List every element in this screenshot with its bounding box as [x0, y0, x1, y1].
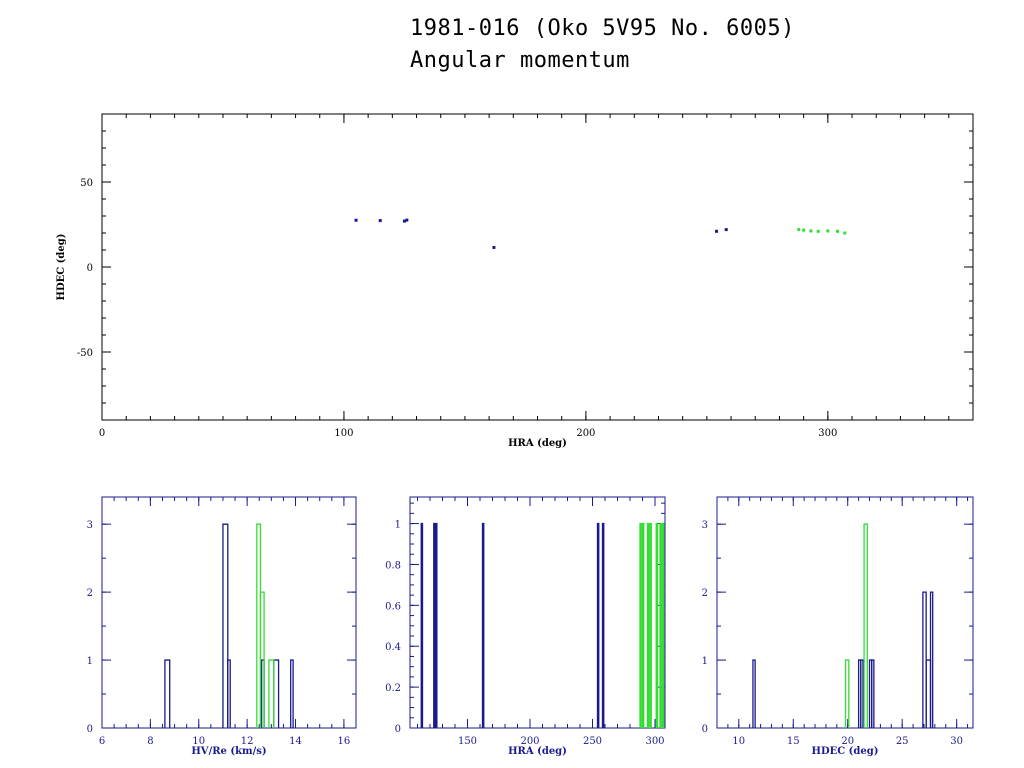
x-tick-label: 300 [645, 736, 664, 747]
histogram-bar [227, 659, 231, 728]
histogram-bar [164, 659, 171, 728]
histogram-hdec: 10 15 20 25 30 0 1 2 3 HDEC (deg) [702, 496, 974, 757]
y-tick-label: 0.8 [385, 560, 401, 571]
scatter-point [809, 229, 813, 233]
chart-title: 1981-016 (Oko 5V95 No. 6005) [410, 16, 795, 41]
x-tick-label: 30 [950, 736, 963, 747]
y-tick-label: 1 [87, 656, 93, 667]
histogram-bar [434, 522, 438, 728]
y-tick-label: 3 [87, 520, 93, 531]
x-tick-label: 250 [583, 736, 602, 747]
scatter-plot-hra-hdec: 0 100 200 300 -50 0 50 HRA (deg) HDEC (deg) [56, 113, 974, 449]
histogram-bar [860, 659, 864, 728]
x-tick-label: 12 [241, 736, 254, 747]
x-tick-label: 15 [787, 736, 800, 747]
scatter-point [405, 218, 409, 222]
histogram-bar [641, 522, 645, 728]
scatter-point [715, 229, 719, 233]
histogram-bar [290, 659, 294, 728]
x-tick-label: 200 [576, 428, 595, 439]
histogram-hra: 150 200 250 300 0 0.2 0.4 0.6 0.8 1 HRA (deg) [385, 496, 666, 757]
x-tick-label: 100 [334, 428, 353, 439]
x-tick-label: 25 [896, 736, 909, 747]
x-tick-label: 200 [520, 736, 539, 747]
x-tick-label: 300 [818, 428, 837, 439]
y-tick-label: 3 [702, 520, 708, 531]
y-axis-label: HDEC (deg) [56, 234, 67, 301]
y-tick-label: 0.4 [385, 642, 401, 653]
scatter-point [724, 228, 728, 232]
histogram-bar [655, 522, 659, 728]
scatter-point [843, 231, 847, 235]
scatter-point [826, 229, 830, 233]
histogram-bar [649, 522, 652, 728]
histogram-bar [646, 522, 650, 728]
scatter-point [354, 218, 358, 222]
scatter-point [402, 219, 406, 223]
histogram-bar [863, 523, 868, 728]
histogram-bar [273, 659, 280, 728]
scatter-point [836, 229, 840, 233]
histogram-bar [601, 522, 605, 728]
scatter-point [492, 245, 496, 249]
x-tick-label: 14 [289, 736, 302, 747]
x-tick-label: 6 [99, 736, 105, 747]
histogram-bar [433, 522, 436, 728]
y-tick-label: 0 [87, 263, 93, 274]
x-tick-label: 20 [841, 736, 854, 747]
scatter-point [378, 219, 382, 223]
y-tick-label: -50 [77, 348, 93, 359]
histogram-bar [929, 591, 934, 728]
histogram-bar [752, 659, 756, 728]
x-tick-label: 150 [458, 736, 477, 747]
y-tick-label: 1 [395, 520, 401, 531]
histogram-bar [222, 523, 229, 728]
x-axis-label: HDEC (deg) [812, 746, 879, 757]
histogram-bar [659, 522, 662, 728]
scatter-point [816, 229, 820, 233]
x-tick-label: 10 [192, 736, 205, 747]
histogram-bar [871, 659, 875, 728]
histogram-bar [925, 659, 932, 728]
x-axis-label: HV/Re (km/s) [191, 746, 266, 757]
histogram-bar [844, 659, 850, 728]
histogram-bar [596, 522, 600, 728]
y-tick-label: 2 [702, 588, 708, 599]
x-tick-label: 16 [338, 736, 351, 747]
y-tick-label: 1 [702, 656, 708, 667]
scatter-point [797, 228, 801, 232]
x-axis-label: HRA (deg) [508, 438, 567, 449]
y-tick-label: 0 [395, 724, 401, 735]
plot-frame [409, 496, 666, 729]
y-tick-label: 0 [702, 724, 708, 735]
chart-subtitle: Angular momentum [410, 48, 630, 73]
histogram-bar [420, 522, 424, 728]
y-tick-label: 0.6 [385, 601, 401, 612]
x-tick-label: 0 [99, 428, 105, 439]
y-tick-label: 50 [80, 178, 93, 189]
y-tick-label: 2 [87, 588, 93, 599]
histogram-bar [268, 659, 275, 728]
histogram-bar [661, 522, 665, 728]
x-tick-label: 10 [732, 736, 745, 747]
y-tick-label: 0 [87, 724, 93, 735]
histogram-bar [259, 591, 265, 728]
x-axis-label: HRA (deg) [508, 746, 567, 757]
scatter-point [802, 228, 806, 232]
plot-frame [101, 496, 357, 729]
plot-frame [101, 113, 974, 421]
x-tick-label: 8 [147, 736, 153, 747]
y-tick-label: 0.2 [385, 683, 401, 694]
histogram-bar [639, 522, 642, 728]
histogram-bar [481, 522, 485, 728]
